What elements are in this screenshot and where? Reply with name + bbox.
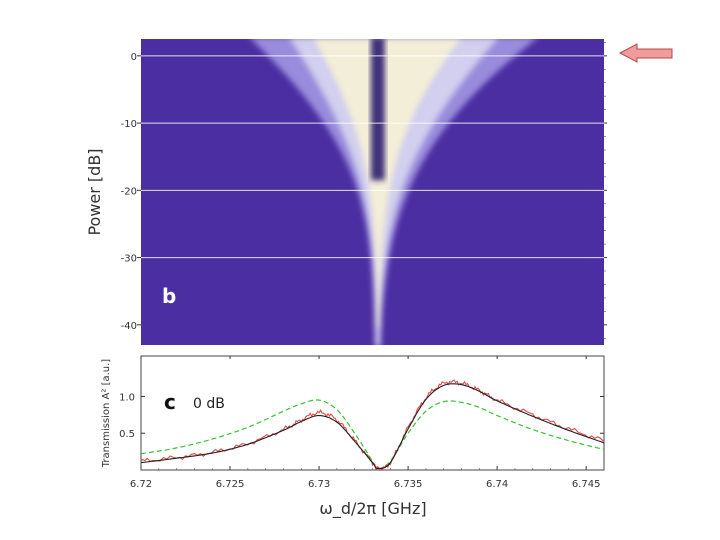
power-axis-label: Power [dB] (85, 148, 104, 235)
frequency-tick-label: 6.72 (130, 479, 152, 490)
power-annotation: 0 dB (193, 396, 225, 412)
frequency-axis-ticks: 6.72 6.725 6.73 6.735 6.74 6.745 (130, 356, 605, 490)
panel-b-label: b (162, 284, 176, 308)
transmission-axis-label: Transmission A² [a.u.] (101, 359, 112, 469)
power-tick-label: 0 (131, 52, 137, 63)
series-fit-curve (141, 383, 604, 470)
panel-c-label: c (164, 390, 176, 414)
frequency-tick-label: 6.74 (486, 479, 508, 490)
frequency-tick-label: 6.745 (572, 479, 601, 490)
power-reference-lines (141, 55, 604, 259)
frequency-axis-label: ω_d/2π [GHz] (319, 499, 426, 519)
frequency-tick-label: 6.73 (308, 479, 330, 490)
heatmap-center-dip (370, 39, 385, 181)
heatmap-band-middle (290, 39, 498, 345)
power-tick-label: -40 (121, 321, 137, 332)
power-axis-ticks: 0 -10 -20 -30 -40 (121, 42, 607, 339)
transmission-axis-ticks: 0.5 1.0 (119, 392, 604, 440)
transmission-tick-label: 1.0 (119, 392, 135, 403)
power-tick-label: -10 (121, 119, 137, 130)
left-arrow-icon (618, 43, 673, 63)
frequency-tick-label: 6.725 (216, 479, 245, 490)
heatmap-resonance-band (251, 39, 537, 345)
frequency-tick-label: 6.735 (394, 479, 423, 490)
power-tick-label: -30 (121, 254, 137, 265)
power-tick-label: -20 (121, 186, 137, 197)
power-spectroscopy-heatmap: 0 -10 -20 -30 -40 Power [dB] b (85, 39, 607, 345)
series-dashed-curve (141, 399, 604, 470)
heatmap-band-core (314, 39, 461, 327)
transmission-plot: 6.72 6.725 6.73 6.735 6.74 6.745 0.5 1.0 ω_d/2… (101, 355, 605, 519)
transmission-tick-label: 0.5 (119, 429, 135, 440)
